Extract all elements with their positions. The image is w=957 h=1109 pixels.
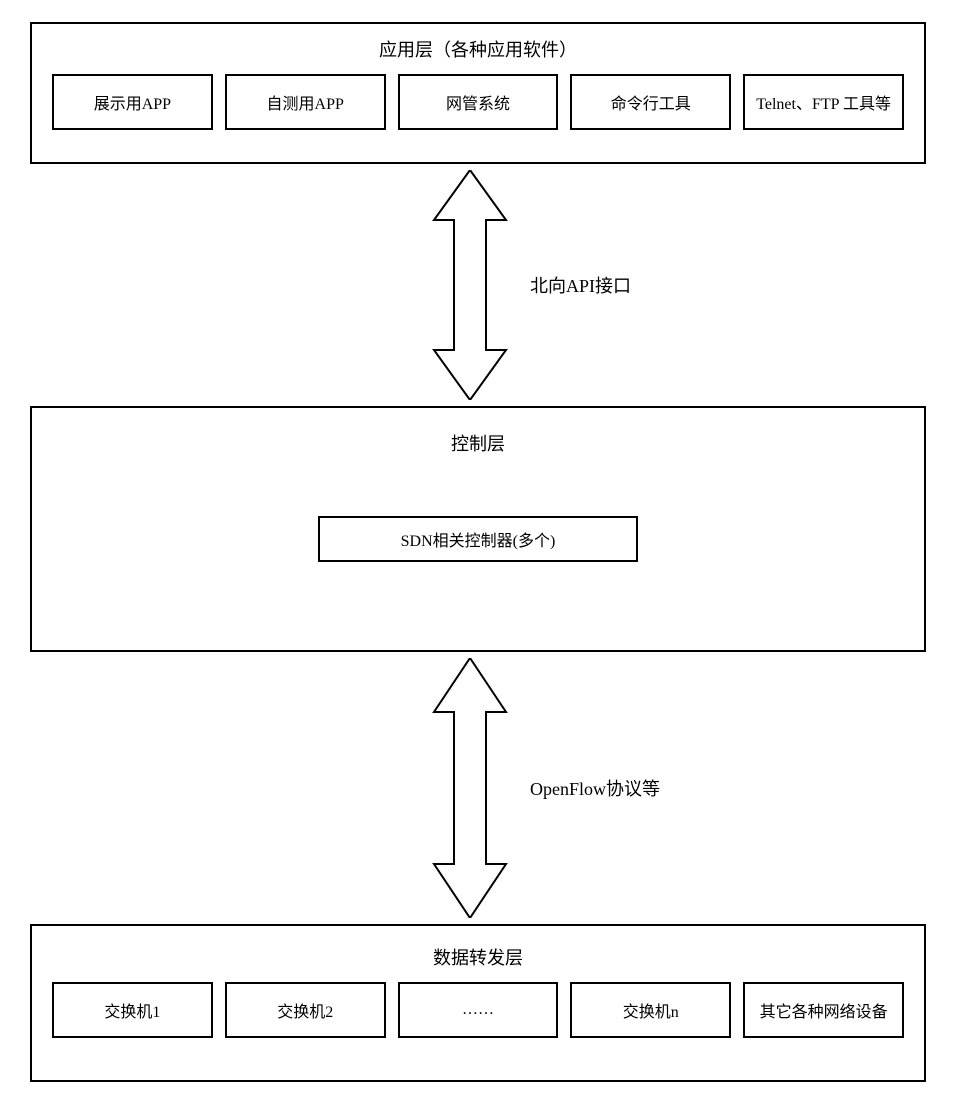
data-layer-boxes: 交换机1 交换机2 …… 交换机n 其它各种网络设备 [32,982,924,1058]
control-layer-title: 控制层 [32,408,924,496]
app-box-selftest: 自测用APP [225,74,386,130]
control-layer: 控制层 SDN相关控制器(多个) [30,406,926,652]
switch-box-n: 交换机n [570,982,731,1038]
other-devices-box: 其它各种网络设备 [743,982,904,1038]
data-layer: 数据转发层 交换机1 交换机2 …… 交换机n 其它各种网络设备 [30,924,926,1082]
double-arrow-icon [430,658,510,918]
connector-north-api: 北向API接口 [430,170,631,400]
control-layer-inner-wrap: SDN相关控制器(多个) [32,496,924,602]
app-box-telnet-ftp: Telnet、FTP 工具等 [743,74,904,130]
connector-openflow: OpenFlow协议等 [430,658,660,918]
application-layer-title: 应用层（各种应用软件） [32,24,924,74]
sdn-controller-box: SDN相关控制器(多个) [318,516,638,562]
application-layer: 应用层（各种应用软件） 展示用APP 自测用APP 网管系统 命令行工具 Tel… [30,22,926,164]
application-layer-boxes: 展示用APP 自测用APP 网管系统 命令行工具 Telnet、FTP 工具等 [32,74,924,150]
data-layer-title: 数据转发层 [32,926,924,982]
connector-north-api-label: 北向API接口 [530,272,631,298]
switch-box-1: 交换机1 [52,982,213,1038]
app-box-display: 展示用APP [52,74,213,130]
switch-box-2: 交换机2 [225,982,386,1038]
double-arrow-icon [430,170,510,400]
app-box-nms: 网管系统 [398,74,559,130]
connector-openflow-label: OpenFlow协议等 [530,775,660,801]
app-box-cli: 命令行工具 [570,74,731,130]
switch-box-ellipsis: …… [398,982,559,1038]
